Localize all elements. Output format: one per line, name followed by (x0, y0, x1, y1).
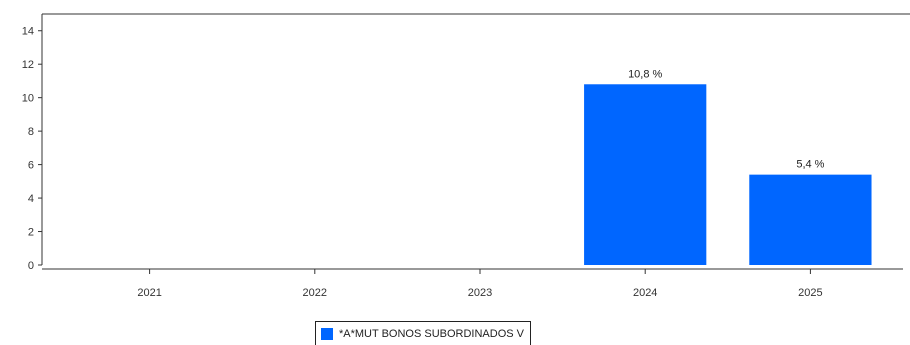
legend-swatch (321, 327, 333, 340)
y-tick-label: 8 (28, 126, 34, 138)
bar-value-label: 10,8 % (628, 68, 662, 80)
x-tick-label: 2021 (137, 287, 161, 299)
bar (584, 84, 707, 265)
y-tick-label: 14 (22, 26, 34, 38)
data-labels: 10,8 % 5,4 % (628, 68, 825, 170)
x-tick-label: 2025 (798, 287, 822, 299)
y-tick-label: 2 (28, 227, 34, 239)
bar-chart: 0 2 4 6 8 10 12 14 2021 2022 2023 2024 2025 10,8 % 5… (22, 13, 910, 299)
y-tick-label: 10 (22, 93, 34, 105)
y-tick-label: 6 (28, 160, 34, 172)
bar-series (584, 84, 872, 265)
x-tick-label: 2023 (468, 287, 492, 299)
plot-frame (41, 13, 910, 270)
x-tick-label: 2024 (633, 287, 657, 299)
x-tick-label: 2022 (303, 287, 327, 299)
y-tick-label: 4 (28, 193, 34, 205)
y-axis: 0 2 4 6 8 10 12 14 (22, 26, 42, 272)
bar (749, 174, 872, 265)
legend: *A*MUT BONOS SUBORDINADOS V (315, 321, 531, 345)
legend-label: *A*MUT BONOS SUBORDINADOS V (339, 327, 524, 340)
bar-value-label: 5,4 % (796, 159, 824, 171)
y-tick-label: 0 (28, 260, 34, 272)
y-tick-label: 12 (22, 59, 34, 71)
x-axis: 2021 2022 2023 2024 2025 (137, 269, 823, 299)
